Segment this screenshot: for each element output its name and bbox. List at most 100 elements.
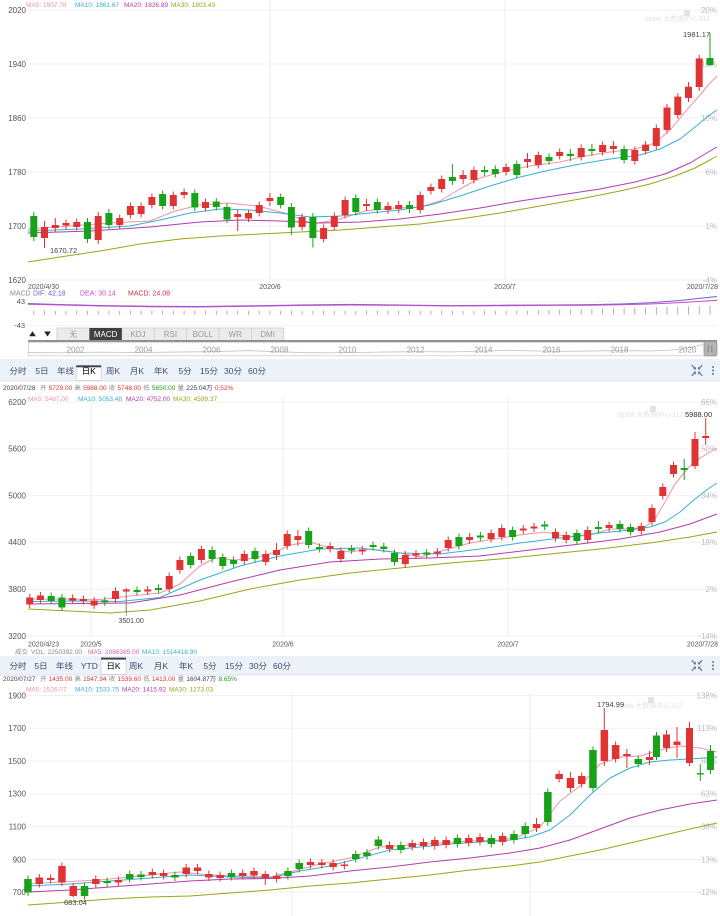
- svg-text:1100: 1100: [9, 823, 27, 832]
- svg-text:1860: 1860: [8, 114, 26, 123]
- svg-text:RSI: RSI: [164, 330, 177, 339]
- svg-text:K: K: [162, 661, 168, 671]
- svg-text:13%: 13%: [701, 855, 717, 864]
- svg-text:8.65%: 8.65%: [218, 676, 237, 683]
- svg-text:113%: 113%: [697, 724, 717, 733]
- svg-text:5748.00: 5748.00: [117, 385, 141, 392]
- svg-text:5988.00: 5988.00: [83, 385, 107, 392]
- svg-text:KDJ: KDJ: [130, 330, 145, 339]
- svg-text:K: K: [114, 366, 120, 376]
- svg-text:312: 312: [698, 16, 710, 23]
- svg-text:DIF: 42.18: DIF: 42.18: [33, 291, 66, 298]
- svg-text:34%: 34%: [701, 491, 717, 500]
- svg-text:5650.00: 5650.00: [152, 385, 176, 392]
- svg-text:1500: 1500: [8, 757, 26, 766]
- svg-text:5: 5: [34, 661, 39, 671]
- svg-text:2012: 2012: [407, 346, 425, 355]
- svg-text:MA20: 1826.89: MA20: 1826.89: [124, 2, 168, 9]
- svg-text:MA5: 1907.78: MA5: 1907.78: [26, 2, 67, 9]
- svg-text:683.04: 683.04: [64, 898, 87, 907]
- svg-text:MACD: MACD: [10, 291, 31, 298]
- svg-text:50%: 50%: [701, 445, 717, 454]
- svg-text:5: 5: [178, 366, 183, 376]
- svg-text:18%: 18%: [701, 538, 717, 547]
- svg-text:2020/07/27: 2020/07/27: [3, 676, 36, 683]
- svg-text:alpha: alpha: [616, 703, 633, 710]
- svg-text:0.52%: 0.52%: [215, 385, 234, 392]
- svg-text:900: 900: [13, 855, 27, 864]
- svg-text:1%: 1%: [705, 222, 717, 231]
- svg-text:1794.99: 1794.99: [597, 700, 624, 709]
- svg-text:63%: 63%: [701, 790, 717, 799]
- svg-text:1700: 1700: [8, 222, 26, 231]
- svg-text:6%: 6%: [705, 168, 717, 177]
- svg-text:2020/7/28: 2020/7/28: [687, 284, 718, 291]
- svg-text:5988.00: 5988.00: [685, 410, 712, 419]
- svg-text:60: 60: [273, 661, 283, 671]
- svg-text:5000: 5000: [8, 491, 26, 500]
- svg-text:38%: 38%: [701, 823, 717, 832]
- svg-text:MA30: 1273.03: MA30: 1273.03: [169, 687, 213, 694]
- svg-text:66%: 66%: [701, 398, 717, 407]
- svg-text:2020/07/28: 2020/07/28: [3, 385, 36, 392]
- svg-text:WR: WR: [229, 330, 243, 339]
- svg-text:MACD: MACD: [94, 330, 118, 339]
- svg-text:1604.87: 1604.87: [186, 676, 210, 683]
- svg-text:K: K: [90, 366, 96, 376]
- svg-text:2020/6: 2020/6: [272, 642, 294, 649]
- svg-text:1539.60: 1539.60: [117, 676, 141, 683]
- svg-text:312: 312: [671, 412, 683, 419]
- svg-text:2020/5: 2020/5: [80, 642, 102, 649]
- svg-text:2004: 2004: [135, 346, 153, 355]
- svg-text:1413.00: 1413.00: [152, 676, 176, 683]
- svg-text:-14%: -14%: [698, 632, 717, 641]
- svg-text:MA10: 1861.67: MA10: 1861.67: [75, 2, 119, 9]
- svg-text:K: K: [162, 366, 168, 376]
- svg-text:2020/7: 2020/7: [497, 642, 519, 649]
- svg-text:5600: 5600: [8, 445, 26, 454]
- svg-text:YTD: YTD: [81, 661, 98, 671]
- svg-text:2020/4/30: 2020/4/30: [28, 284, 59, 291]
- svg-text:20%: 20%: [701, 6, 717, 15]
- svg-text:K: K: [138, 366, 144, 376]
- svg-text:MA5: 1526.07: MA5: 1526.07: [26, 687, 67, 694]
- svg-text:1435.00: 1435.00: [49, 676, 73, 683]
- svg-text:2008: 2008: [271, 346, 289, 355]
- svg-text:15: 15: [200, 366, 210, 376]
- svg-text:2018: 2018: [611, 346, 629, 355]
- svg-text:MA10: 1514418.90: MA10: 1514418.90: [142, 649, 197, 656]
- svg-text:BOLL: BOLL: [193, 330, 214, 339]
- svg-text:1981.17: 1981.17: [683, 30, 710, 39]
- svg-text:K: K: [137, 661, 143, 671]
- svg-text:1670.72: 1670.72: [50, 246, 77, 255]
- svg-text:K: K: [115, 661, 121, 671]
- svg-text:2020/7/28: 2020/7/28: [687, 642, 718, 649]
- svg-text:1780: 1780: [8, 168, 26, 177]
- svg-text:2020: 2020: [679, 346, 697, 355]
- svg-text:MACD: 24.08: MACD: 24.08: [128, 291, 170, 298]
- svg-text:2006: 2006: [203, 346, 221, 355]
- svg-text:alpha: alpha: [644, 16, 661, 23]
- svg-text:30: 30: [249, 661, 259, 671]
- svg-text:5729.00: 5729.00: [49, 385, 73, 392]
- svg-text:3800: 3800: [8, 585, 26, 594]
- svg-text:2%: 2%: [705, 585, 717, 594]
- svg-text:1900: 1900: [8, 691, 26, 700]
- svg-text:2020/4/23: 2020/4/23: [28, 642, 59, 649]
- svg-text:MA20: 4752.00: MA20: 4752.00: [126, 396, 170, 403]
- svg-text:2014: 2014: [475, 346, 493, 355]
- svg-text:DMI: DMI: [260, 330, 275, 339]
- svg-text:2020/7: 2020/7: [494, 284, 516, 291]
- svg-text:2016: 2016: [543, 346, 561, 355]
- svg-text:2020: 2020: [8, 6, 26, 15]
- svg-text:6200: 6200: [8, 398, 26, 407]
- svg-text:5: 5: [35, 366, 40, 376]
- svg-text:3200: 3200: [8, 632, 26, 641]
- svg-text:VOL: 2250392.00: VOL: 2250392.00: [31, 649, 82, 656]
- svg-text:3501.00: 3501.00: [119, 618, 144, 625]
- svg-text:1547.94: 1547.94: [83, 676, 107, 683]
- svg-text:MA10: 1533.75: MA10: 1533.75: [75, 687, 119, 694]
- svg-text:MA10: 5053.48: MA10: 5053.48: [78, 396, 122, 403]
- svg-text:MA30: 4599.37: MA30: 4599.37: [173, 396, 217, 403]
- svg-text:2010: 2010: [339, 346, 357, 355]
